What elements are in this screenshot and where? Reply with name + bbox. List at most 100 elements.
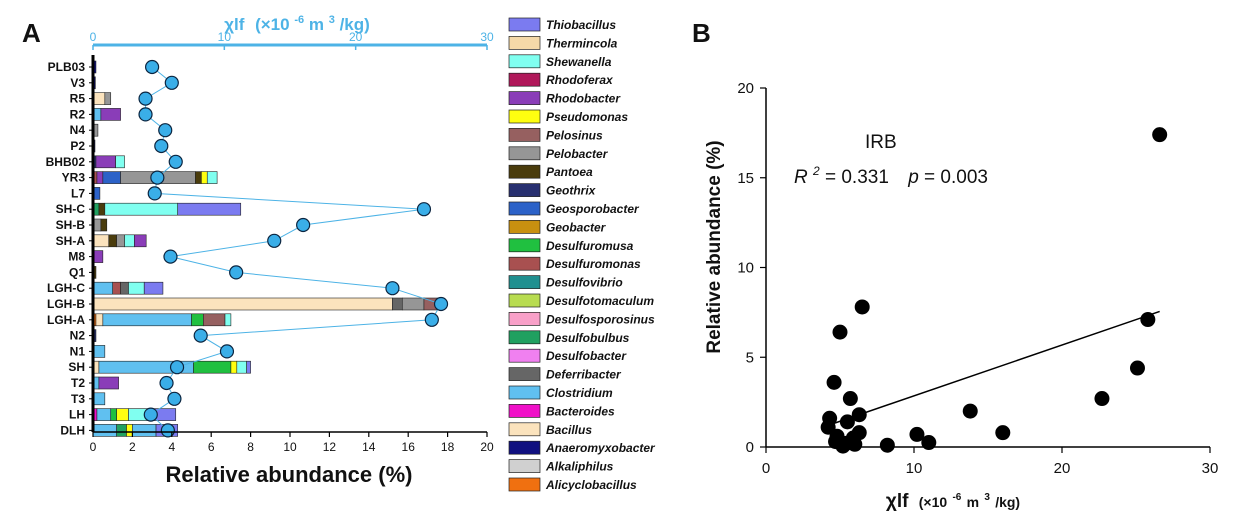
legend-item-alicyclobacillus: Alicyclobacillus <box>508 477 637 492</box>
legend-item-bacteroides: Bacteroides <box>508 404 615 418</box>
chi-dot-q1 <box>229 265 244 280</box>
r-squared-exp: 2 <box>812 164 820 178</box>
b-y-tick-label: 20 <box>737 80 754 97</box>
legend-label: Alicyclobacillus <box>545 478 637 492</box>
bar-segment-pelosinus <box>203 313 226 327</box>
scatter-point <box>909 426 925 442</box>
bar-stack-sh <box>92 360 251 374</box>
legend-label: Desulfuromonas <box>546 257 641 271</box>
bar-stack-lh <box>92 408 177 421</box>
legend-label: Geobacter <box>546 220 607 234</box>
legend-item-thiobacillus: Thiobacillus <box>508 17 616 32</box>
bar-segment-desulfuromusa <box>110 408 117 421</box>
chi-connector-line <box>145 66 442 431</box>
legend-swatch <box>508 91 541 105</box>
bar-stack-t2 <box>92 376 119 390</box>
r-squared-symbol: R <box>794 167 808 188</box>
legend-swatch <box>508 146 541 161</box>
chi-dot-plb03 <box>145 59 160 75</box>
legend-swatch <box>508 367 541 381</box>
legend-item-desulfovibrio: Desulfovibrio <box>508 275 623 290</box>
category-label-n2: N2 <box>70 329 86 343</box>
x-tick-label: 4 <box>168 440 175 454</box>
top-tick-label: 20 <box>349 30 363 44</box>
panel-b-chart: 0 10 20 30 0 5 10 15 20 IRB R 2 = 0.331 p = 0.00… <box>704 80 1218 512</box>
bar-segment-pseudomonas <box>126 424 133 437</box>
chi-dot-n2 <box>193 328 208 343</box>
bar-segment-clostridium <box>132 424 157 437</box>
chi-dot-v3 <box>164 75 179 90</box>
bar-segment-thiobacillus <box>246 360 251 374</box>
bar-segment-shewanella <box>236 360 247 374</box>
bar-stack-group <box>92 60 439 437</box>
legend-label: Pantoea <box>546 165 593 179</box>
bar-segment-rhodobacter <box>134 234 147 248</box>
scatter-point <box>1140 312 1156 328</box>
b-x-tick-label: 10 <box>906 460 923 477</box>
category-label-sh-a: SH-A <box>56 234 86 248</box>
panel-a-top-axis-label: χlf (×10 -6 m 3 /kg) <box>224 8 370 34</box>
category-label-q1: Q1 <box>69 265 85 279</box>
bar-segment-bacillus <box>92 234 110 248</box>
x-tick-label: 12 <box>323 440 337 454</box>
panel-b-label: B <box>692 18 711 48</box>
bar-segment-desulfuromusa <box>191 313 204 327</box>
legend-swatch <box>508 201 541 216</box>
bar-segment-shewanella <box>206 171 218 184</box>
scatter-point <box>995 425 1011 441</box>
top-tick-label: 0 <box>90 30 97 44</box>
chi-dot-sh-a <box>267 233 282 248</box>
legend-swatch <box>508 238 541 253</box>
bar-segment-pelobacter <box>104 92 112 105</box>
legend-swatch <box>508 183 541 197</box>
b-x-tick-label: 20 <box>1054 460 1071 477</box>
top-axis-label-unit-open: (×10 <box>255 15 290 34</box>
legend-label: Desulfovibrio <box>546 276 623 290</box>
category-label-r2: R2 <box>70 107 86 121</box>
legend-item-desulfobulbus: Desulfobulbus <box>508 330 630 345</box>
legend-item-rhodobacter: Rhodobacter <box>508 91 621 106</box>
category-label-lgh-a: LGH-A <box>47 313 85 327</box>
bar-segment-clostridium <box>92 424 117 437</box>
legend-swatch <box>508 164 541 179</box>
legend-item-pseudomonas: Pseudomonas <box>508 109 628 124</box>
legend-swatch <box>508 36 541 50</box>
top-tick-label: 30 <box>480 30 494 44</box>
scatter-point <box>842 391 858 407</box>
legend-label: Desulfuromusa <box>546 239 634 253</box>
legend-item-pantoea: Pantoea <box>508 164 593 179</box>
category-label-lh: LH <box>69 408 85 422</box>
bar-segment-desulfuromusa <box>193 360 232 374</box>
bar-segment-deferribacter <box>392 297 403 311</box>
bar-segment-shewanella <box>124 234 135 248</box>
legend-item-pelobacter: Pelobacter <box>508 146 609 161</box>
scatter-point <box>1094 391 1110 407</box>
top-axis-label-exp: -6 <box>294 14 304 26</box>
scatter-point <box>851 407 867 423</box>
bar-stack-r2 <box>92 108 121 121</box>
legend-label: Shewanella <box>546 55 612 69</box>
legend-swatch <box>508 17 541 32</box>
legend-swatch <box>508 72 541 87</box>
top-tick-label: 10 <box>218 30 232 44</box>
bar-stack-sh-a <box>92 234 147 248</box>
category-label-p2: P2 <box>70 139 85 153</box>
p-value: = 0.003 <box>924 167 988 188</box>
x-tick-label: 18 <box>441 440 455 454</box>
p-symbol: p <box>907 167 919 188</box>
chi-dot-p2 <box>154 138 169 154</box>
legend-label: Desulfobacter <box>546 349 627 363</box>
bar-stack-sh-c <box>92 202 242 216</box>
scatter-point <box>839 414 855 430</box>
legend-label: Geosporobacter <box>546 202 640 216</box>
legend-item-desulfuromusa: Desulfuromusa <box>508 238 634 253</box>
scatter-point <box>1152 127 1168 143</box>
category-label-lgh-b: LGH-B <box>47 297 85 311</box>
bar-segment-pseudomonas <box>230 360 238 374</box>
legend-label: Deferribacter <box>546 368 622 382</box>
category-label-t2: T2 <box>71 376 85 390</box>
top-axis-label-unit-m: m <box>309 15 324 34</box>
chi-dot-r2 <box>138 107 153 122</box>
